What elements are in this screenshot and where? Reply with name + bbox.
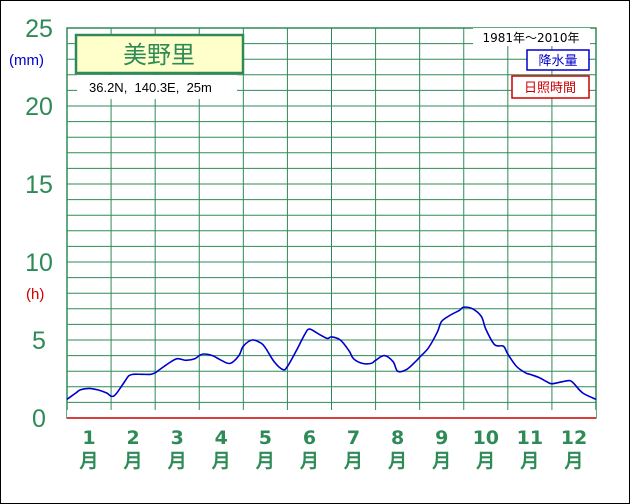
y-tick-label: 5	[32, 327, 46, 355]
x-tick-month-number: 1	[82, 427, 95, 449]
lower-band	[67, 410, 596, 419]
y-tick-label: 15	[25, 171, 53, 199]
precipitation-line	[66, 306, 597, 401]
x-tick-month-suffix: 月	[387, 450, 407, 472]
unit-label-hours: (h)	[26, 286, 44, 303]
period-box	[473, 28, 590, 46]
x-tick-month-suffix: 月	[299, 450, 319, 472]
period-label: 1981年〜2010年	[482, 31, 579, 45]
y-tick-label: 0	[32, 405, 46, 433]
x-tick-month-suffix: 月	[475, 450, 495, 472]
x-tick-month-suffix: 月	[519, 450, 539, 472]
legend-precipitation-label: 降水量	[538, 54, 577, 69]
x-tick-month-number: 2	[127, 427, 140, 449]
x-tick-month-number: 8	[391, 427, 404, 449]
y-tick-label: 20	[25, 93, 53, 121]
coords-box	[77, 75, 237, 99]
x-tick-month-suffix: 月	[79, 450, 99, 472]
x-tick-month-number: 4	[215, 427, 228, 449]
legend-sunshine: 日照時間	[511, 75, 590, 99]
grid	[66, 27, 597, 419]
station-title: 美野里	[123, 41, 195, 69]
x-tick-month-suffix: 月	[123, 450, 143, 472]
x-tick-month-number: 7	[347, 427, 360, 449]
legend-precipitation: 降水量	[526, 49, 590, 71]
x-tick-month-suffix: 月	[431, 450, 451, 472]
x-tick-month-number: 9	[435, 427, 448, 449]
x-tick-month-number: 11	[517, 427, 543, 449]
x-tick-month-number: 12	[561, 427, 587, 449]
x-tick-month-suffix: 月	[211, 450, 231, 472]
station-title-box: 美野里	[74, 33, 245, 75]
x-tick-month-suffix: 月	[343, 450, 363, 472]
x-tick-month-suffix: 月	[167, 450, 187, 472]
legend-sunshine-label: 日照時間	[524, 81, 576, 96]
station-coordinates: 36.2N, 140.3E, 25m	[89, 80, 212, 95]
y-axis-ticks: 0 5 10 15 20 25	[25, 15, 53, 433]
x-tick-month-number: 10	[473, 427, 499, 449]
unit-label-mm: (mm)	[9, 52, 44, 69]
y-tick-label: 10	[25, 249, 53, 277]
x-tick-month-number: 5	[259, 427, 272, 449]
y-tick-label: 25	[25, 15, 53, 43]
x-tick-month-suffix: 月	[563, 450, 583, 472]
x-tick-month-number: 6	[303, 427, 316, 449]
x-tick-month-suffix: 月	[255, 450, 275, 472]
x-tick-month-number: 3	[171, 427, 184, 449]
